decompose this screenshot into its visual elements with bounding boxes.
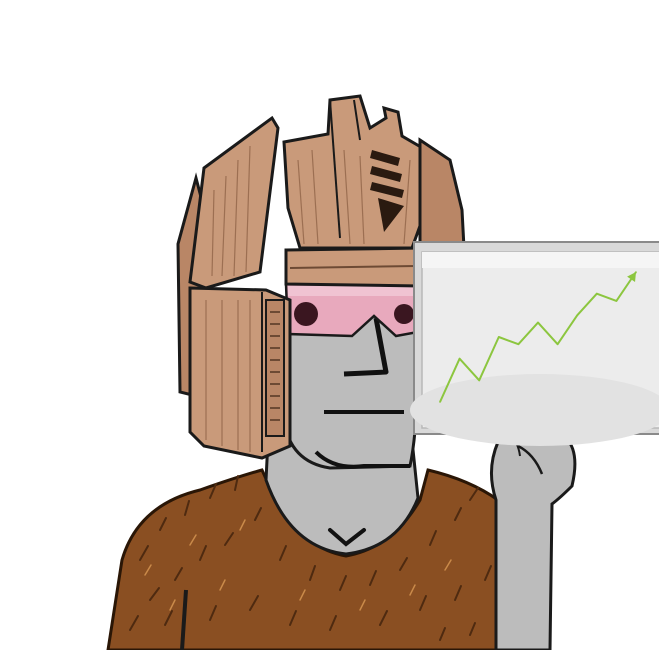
visor [284,282,420,338]
chart-plot [439,271,637,403]
helmet [176,94,466,460]
arrow-head-icon [627,272,636,282]
trend-point [517,343,520,346]
trend-point [537,321,539,324]
trend-point [576,314,578,317]
trend-point [478,379,481,382]
trend-point [615,300,618,302]
trend-point [439,401,441,403]
hand [490,409,577,650]
trend-point [556,343,559,346]
trend-point [458,357,461,360]
chart-board [410,241,659,446]
trend-point [596,292,598,295]
neck [264,438,420,556]
trend-point [498,336,500,338]
